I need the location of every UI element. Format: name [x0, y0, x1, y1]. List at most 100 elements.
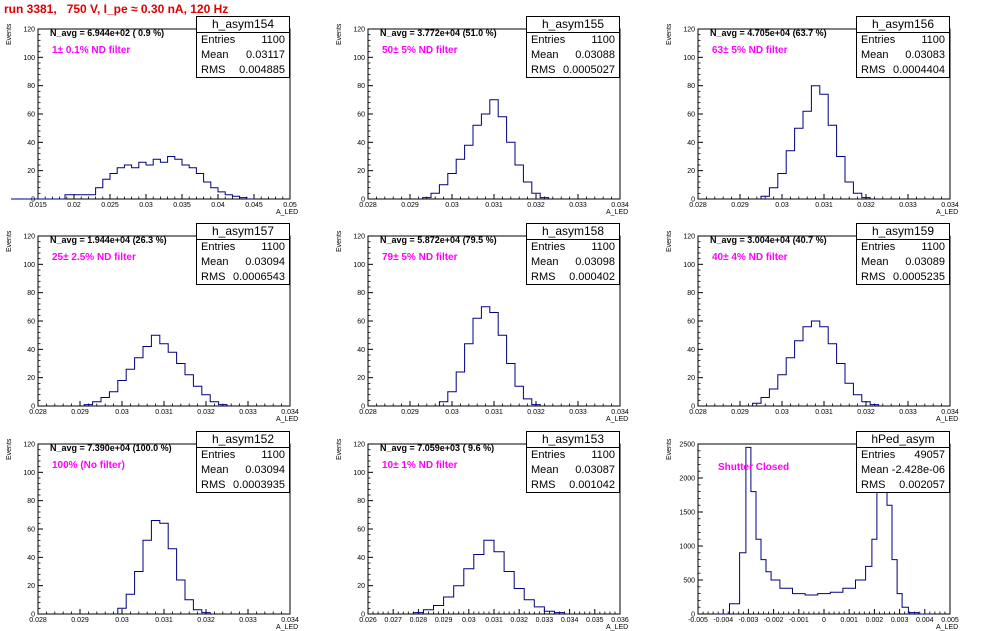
histogram-bin [439, 402, 447, 406]
histogram-bin [232, 196, 239, 199]
histogram-bin [803, 327, 811, 406]
histogram-bin [866, 566, 872, 614]
histogram-bin [805, 595, 818, 614]
histogram-line [422, 99, 550, 199]
histogram-panel-h_asym153: 0.026 0.027 0.028 0.029 0.03 0.031 0.032 0.033 0… [330, 430, 660, 631]
stat-box: h_asym159 Entries 1100 Mean 0.03089 RMS 0.0005… [856, 223, 950, 285]
histogram-name: h_asym159 [857, 224, 949, 240]
x-tick-label: 0.032 [857, 202, 875, 209]
filter-annotation: 100% (No filter) [52, 460, 125, 471]
stat-value-rms: 0.002057 [899, 479, 945, 491]
y-tick-label: 60 [27, 112, 35, 119]
histogram-bin [135, 572, 143, 615]
y-tick-label: 100 [23, 262, 35, 269]
histogram-name: h_asym158 [527, 224, 619, 240]
histogram-bin [225, 195, 232, 199]
x-tick-label: 0.002 [866, 617, 884, 624]
histogram-line [83, 334, 228, 406]
histogram-plot-h_asym156: 0.028 0.029 0.03 0.031 0.032 0.033 0.034 0 20 40 6… [683, 27, 959, 210]
x-tick-label: 0.031 [155, 617, 173, 624]
stat-label-mean: Mean [201, 256, 229, 268]
x-tick-label: 0.033 [239, 409, 257, 416]
stat-value-entries: 1100 [921, 34, 945, 46]
histogram-bin [96, 188, 103, 199]
x-tick-label: 0.031 [155, 409, 173, 416]
stat-row-rms: RMS 0.0003935 [197, 478, 289, 493]
x-tick-label: 0.034 [941, 202, 959, 209]
histogram-bin [93, 402, 101, 406]
x-tick-label: 0.031 [815, 409, 833, 416]
y-tick-label: 120 [683, 27, 695, 34]
histogram-bin [126, 369, 134, 406]
histogram-bin [126, 594, 134, 614]
histogram-bin [872, 539, 877, 614]
stat-row-mean: Mean 0.03098 [527, 255, 619, 270]
filter-annotation: 63± 5% ND filter [712, 45, 788, 56]
histogram-bin [769, 389, 777, 406]
stat-value-mean: 0.03094 [245, 256, 285, 268]
histogram-bin [793, 594, 806, 614]
histogram-bin [803, 111, 811, 199]
stat-value-rms: 0.0003935 [233, 479, 285, 491]
histogram-plot-h_asym157: 0.028 0.029 0.03 0.031 0.032 0.033 0.034 0 20 40 6… [23, 234, 299, 417]
stat-label-rms: RMS [861, 479, 886, 491]
x-tick-label: 0.028 [359, 202, 377, 209]
y-axis-label: Events [666, 23, 673, 45]
x-tick-label: 0.03 [115, 409, 129, 416]
histogram-bin [862, 402, 870, 406]
x-tick-label: 0.032 [197, 409, 215, 416]
stat-label-entries: Entries [861, 34, 896, 46]
y-tick-label: 0 [691, 197, 695, 204]
y-tick-label: 1500 [679, 510, 695, 517]
x-tick-label: 0.034 [561, 617, 579, 624]
histogram-bin [182, 165, 189, 199]
histogram-bin [811, 321, 819, 406]
stat-box: hPed_asym Entries 49057 Mean -2.428e-06 RMS 0.… [856, 431, 950, 493]
x-tick-label: 0.031 [485, 202, 503, 209]
stat-label-mean: Mean [531, 49, 559, 61]
stat-value-rms: 0.0005027 [563, 64, 615, 76]
stat-box: h_asym154 Entries 1100 Mean 0.03117 RMS 0.0048… [196, 16, 290, 78]
histogram-bin [175, 159, 182, 199]
x-axis-label: A_LED [936, 209, 959, 216]
histogram-bin [820, 94, 828, 199]
histogram-bin [498, 117, 506, 199]
histogram-bin [117, 168, 124, 199]
filter-annotation: 10± 1% ND filter [382, 460, 458, 471]
histogram-bin [484, 540, 494, 614]
histogram-bin [523, 399, 531, 406]
x-tick-label: -0.002 [764, 617, 784, 624]
x-tick-label: 0.03 [445, 409, 459, 416]
histogram-bin [185, 375, 193, 406]
y-tick-label: 120 [683, 234, 695, 241]
histogram-bin [828, 125, 836, 199]
y-tick-label: 20 [357, 375, 365, 382]
stat-box: h_asym156 Entries 1100 Mean 0.03083 RMS 0.0004… [856, 16, 950, 78]
stat-row-rms: RMS 0.002057 [857, 478, 949, 493]
histogram-bin [507, 142, 515, 199]
x-axis-label: A_LED [276, 416, 299, 423]
histogram-bin [902, 607, 908, 614]
stat-row-rms: RMS 0.0005235 [857, 270, 949, 285]
y-tick-label: 20 [27, 375, 35, 382]
y-axis-label: Events [336, 230, 343, 252]
histogram-name: h_asym154 [197, 17, 289, 33]
x-tick-label: 0.005 [941, 617, 959, 624]
histogram-bin [494, 552, 504, 614]
histogram-bin [193, 610, 201, 614]
histogram-bin [897, 594, 902, 614]
stat-label-entries: Entries [201, 34, 236, 46]
histogram-bin [786, 358, 794, 406]
x-axis-label: A_LED [606, 416, 629, 423]
x-tick-label: 0.027 [384, 617, 402, 624]
histogram-bin [504, 572, 514, 615]
stat-row-rms: RMS 0.0004404 [857, 63, 949, 78]
y-tick-label: 0 [691, 612, 695, 619]
histogram-line [716, 446, 932, 615]
histogram-name: hPed_asym [857, 432, 949, 448]
histogram-bin [778, 375, 786, 406]
stat-value-mean: -2.428e-06 [891, 464, 945, 476]
histogram-line [438, 306, 541, 406]
histogram-plot-h_asym159: 0.028 0.029 0.03 0.031 0.032 0.033 0.034 0 20 40 6… [683, 234, 959, 417]
histogram-bin [892, 560, 897, 614]
